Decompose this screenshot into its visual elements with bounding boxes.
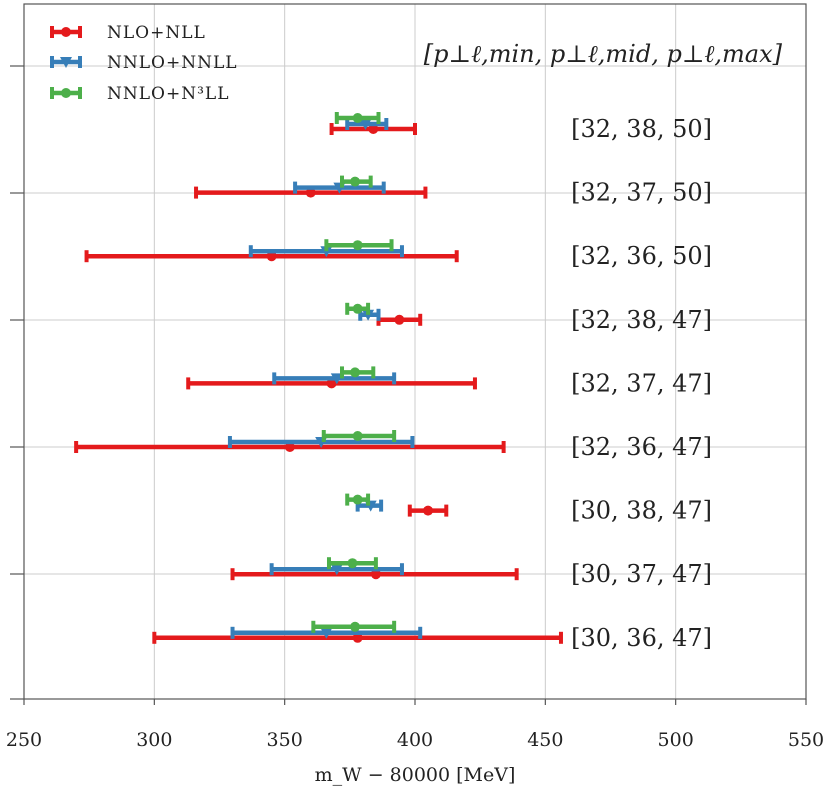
- data-point: [350, 367, 361, 378]
- data-point: [370, 569, 381, 580]
- legend-marker: [60, 57, 72, 68]
- legend-item: NLO+NLL: [50, 23, 206, 43]
- data-point: [350, 621, 361, 632]
- data-point: [266, 251, 277, 262]
- data-point: [320, 246, 333, 258]
- legend-label: NNLO+NNLL: [107, 53, 238, 73]
- legend-item: NNLO+NNLL: [50, 53, 238, 73]
- range-label: [32, 36, 50]: [571, 242, 712, 270]
- data-point: [352, 303, 363, 314]
- data-point: [347, 558, 358, 569]
- range-label: [30, 36, 47]: [571, 624, 712, 652]
- data-point: [350, 176, 361, 187]
- range-label: [32, 38, 50]: [571, 115, 712, 143]
- data-point: [320, 627, 333, 639]
- range-header: [p⊥ℓ,min, p⊥ℓ,mid, p⊥ℓ,max]: [424, 40, 783, 68]
- data-point: [330, 564, 343, 576]
- data-point: [359, 119, 372, 130]
- series-nlo-nll: [74, 123, 563, 644]
- data-point: [352, 431, 363, 441]
- range-label: [32, 38, 47]: [571, 306, 712, 334]
- data-point: [330, 373, 343, 385]
- range-label: [30, 37, 47]: [571, 560, 712, 588]
- legend: NLO+NLL NNLO+NNLL NNLO+N³LL: [50, 23, 238, 104]
- tick-layer: 250 300 350 400 450 500 550: [6, 65, 824, 751]
- data-layer: [74, 112, 563, 644]
- x-tick-label: 300: [136, 729, 172, 751]
- x-tick-label: 500: [658, 729, 694, 751]
- series-nnlo-nnll: [227, 118, 423, 639]
- data-point: [352, 494, 363, 505]
- label-layer: [32, 38, 50] [32, 37, 50] [32, 36, 50] [32,…: [571, 115, 712, 652]
- x-tick-label: 450: [527, 729, 563, 751]
- data-point: [352, 113, 363, 123]
- x-axis-label: m_W − 80000 [MeV]: [315, 764, 516, 786]
- x-tick-label: 250: [6, 729, 42, 751]
- x-tick-label: 550: [788, 729, 824, 751]
- data-point: [368, 124, 379, 134]
- data-point: [284, 442, 295, 452]
- data-point: [362, 309, 375, 321]
- data-point: [394, 314, 405, 325]
- range-label: [32, 37, 47]: [571, 369, 712, 397]
- grid-layer: [23, 4, 807, 699]
- x-tick-label: 350: [267, 729, 303, 751]
- range-label: [30, 38, 47]: [571, 497, 712, 525]
- x-tick-label: 400: [397, 729, 433, 751]
- data-point: [305, 187, 316, 198]
- data-point: [326, 378, 337, 389]
- data-point: [423, 505, 434, 516]
- legend-label: NLO+NLL: [107, 23, 206, 43]
- legend-label: NNLO+N³LL: [107, 84, 230, 104]
- legend-marker: [61, 88, 71, 98]
- data-point: [352, 240, 363, 251]
- range-label: [32, 37, 50]: [571, 179, 712, 207]
- series-nnlo-n-ll: [311, 112, 397, 633]
- range-label: [32, 36, 47]: [571, 433, 712, 461]
- data-point: [352, 632, 363, 643]
- legend-item: NNLO+N³LL: [50, 84, 230, 104]
- legend-marker: [61, 27, 71, 37]
